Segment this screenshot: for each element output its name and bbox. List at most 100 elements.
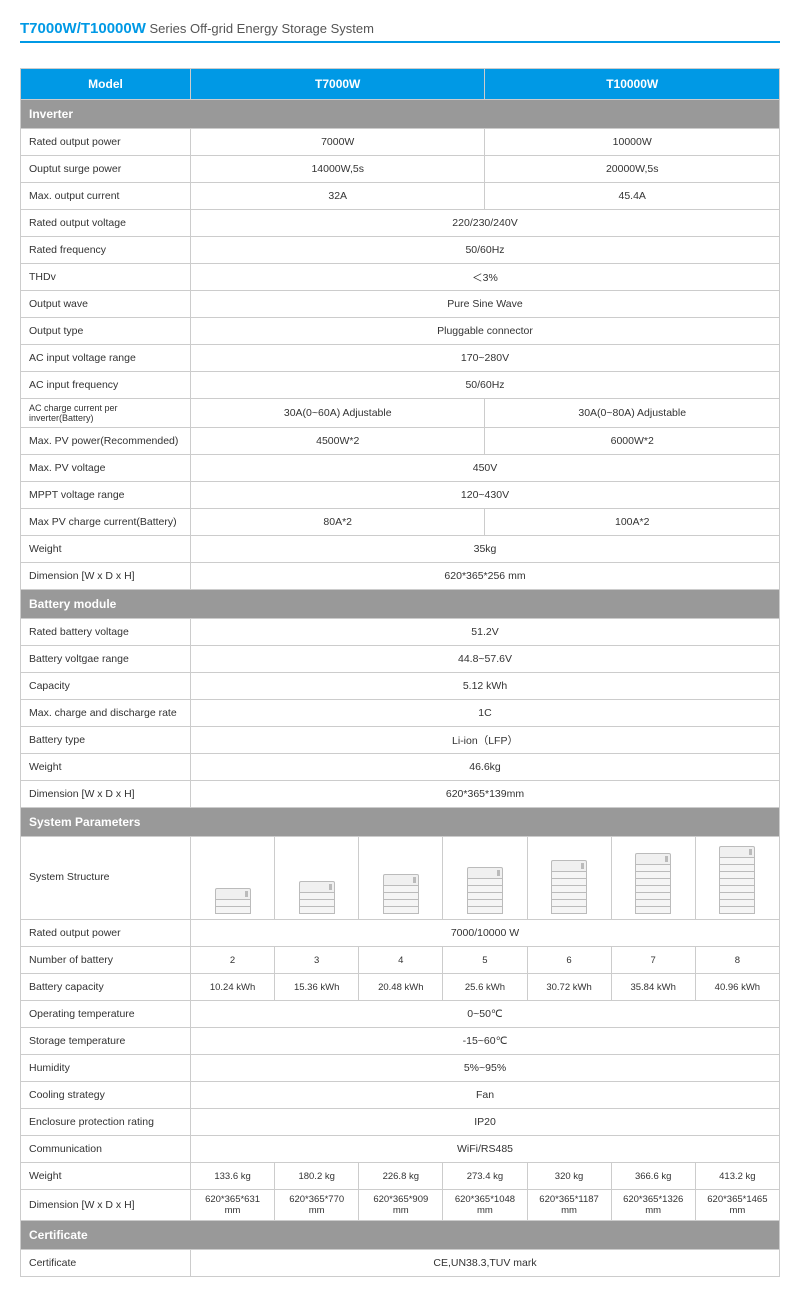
data-row: Ouptut surge power14000W,5s20000W,5s: [21, 156, 780, 183]
row-label: Weight: [21, 754, 191, 781]
row-value: 6: [527, 947, 611, 974]
row-value: 120~430V: [191, 482, 780, 509]
row-label: Storage temperature: [21, 1028, 191, 1055]
row-value-2: 6000W*2: [485, 428, 780, 455]
system-header-label: System Parameters: [21, 808, 780, 837]
row-label: Battery type: [21, 727, 191, 754]
system-structure-row: System Structure: [21, 837, 780, 920]
row-label: Rated output power: [21, 129, 191, 156]
row-label: THDv: [21, 264, 191, 291]
row-label: Ouptut surge power: [21, 156, 191, 183]
data-row: CertificateCE,UN38.3,TUV mark: [21, 1250, 780, 1277]
certificate-header: Certificate: [21, 1221, 780, 1250]
data-row: AC input voltage range170~280V: [21, 345, 780, 372]
row-value: 8: [695, 947, 779, 974]
model-header-label: Model: [21, 69, 191, 100]
row-value: 35.84 kWh: [611, 974, 695, 1001]
row-label: Max. charge and discharge rate: [21, 700, 191, 727]
system-header: System Parameters: [21, 808, 780, 837]
row-value: 620*365*1326 mm: [611, 1190, 695, 1221]
row-value: 46.6kg: [191, 754, 780, 781]
system-structure-cell: [359, 837, 443, 920]
row-label: Max. PV power(Recommended): [21, 428, 191, 455]
row-value: 40.96 kWh: [695, 974, 779, 1001]
row-value: 0~50℃: [191, 1001, 780, 1028]
system-structure-label: System Structure: [21, 837, 191, 920]
data-row: Capacity5.12 kWh: [21, 673, 780, 700]
data-row: Max. PV voltage450V: [21, 455, 780, 482]
row-label: Rated frequency: [21, 237, 191, 264]
inverter-header-label: Inverter: [21, 100, 780, 129]
inverter-header: Inverter: [21, 100, 780, 129]
row-label: AC input frequency: [21, 372, 191, 399]
row-value: 5.12 kWh: [191, 673, 780, 700]
row-value: 180.2 kg: [275, 1163, 359, 1190]
row-value-1: 80A*2: [191, 509, 485, 536]
row-value: 220/230/240V: [191, 210, 780, 237]
model-header-t10000: T10000W: [485, 69, 780, 100]
row-value-2: 30A(0~80A) Adjustable: [485, 399, 780, 428]
data-row: Number of battery2345678: [21, 947, 780, 974]
row-label: Capacity: [21, 673, 191, 700]
row-value: 1C: [191, 700, 780, 727]
title-model: T7000W/T10000W: [20, 20, 146, 37]
system-structure-cell: [443, 837, 527, 920]
data-row: Max. PV power(Recommended)4500W*26000W*2: [21, 428, 780, 455]
row-value: 620*365*1048 mm: [443, 1190, 527, 1221]
data-row: Dimension [W x D x H]620*365*256 mm: [21, 563, 780, 590]
row-value: Fan: [191, 1082, 780, 1109]
row-value: 3: [275, 947, 359, 974]
data-row: Rated output power7000/10000 W: [21, 920, 780, 947]
row-value-2: 20000W,5s: [485, 156, 780, 183]
row-label: Weight: [21, 536, 191, 563]
row-value: 30.72 kWh: [527, 974, 611, 1001]
row-label: Dimension [W x D x H]: [21, 563, 191, 590]
row-label: AC charge current per inverter(Battery): [21, 399, 191, 428]
page-title: T7000W/T10000W Series Off-grid Energy St…: [20, 20, 780, 43]
data-row: Dimension [W x D x H]620*365*139mm: [21, 781, 780, 808]
data-row: Enclosure protection ratingIP20: [21, 1109, 780, 1136]
row-value: 620*365*770 mm: [275, 1190, 359, 1221]
row-value: 20.48 kWh: [359, 974, 443, 1001]
row-value: 7000/10000 W: [191, 920, 780, 947]
stack-icon: [551, 860, 587, 913]
row-value: 273.4 kg: [443, 1163, 527, 1190]
data-row: Output wavePure Sine Wave: [21, 291, 780, 318]
row-value: Li-ion（LFP）: [191, 727, 780, 754]
row-value: WiFi/RS485: [191, 1136, 780, 1163]
row-value-1: 30A(0~60A) Adjustable: [191, 399, 485, 428]
data-row: Dimension [W x D x H]620*365*631 mm620*3…: [21, 1190, 780, 1221]
data-row: Output typePluggable connector: [21, 318, 780, 345]
row-label: Output wave: [21, 291, 191, 318]
row-value: 413.2 kg: [695, 1163, 779, 1190]
data-row: Rated frequency50/60Hz: [21, 237, 780, 264]
row-label: Operating temperature: [21, 1001, 191, 1028]
data-row: Cooling strategyFan: [21, 1082, 780, 1109]
certificate-header-label: Certificate: [21, 1221, 780, 1250]
row-value: 44.8~57.6V: [191, 646, 780, 673]
data-row: Rated output voltage220/230/240V: [21, 210, 780, 237]
system-structure-cell: [527, 837, 611, 920]
row-label: Cooling strategy: [21, 1082, 191, 1109]
row-value-1: 7000W: [191, 129, 485, 156]
row-value: 620*365*1465 mm: [695, 1190, 779, 1221]
data-row: AC charge current per inverter(Battery)3…: [21, 399, 780, 428]
row-value: 133.6 kg: [191, 1163, 275, 1190]
data-row: Operating temperature0~50℃: [21, 1001, 780, 1028]
title-series: Series Off-grid Energy Storage System: [146, 21, 374, 36]
row-label: Enclosure protection rating: [21, 1109, 191, 1136]
row-value: IP20: [191, 1109, 780, 1136]
row-value: 620*365*139mm: [191, 781, 780, 808]
row-value: 50/60Hz: [191, 237, 780, 264]
row-value: 50/60Hz: [191, 372, 780, 399]
data-row: Storage temperature-15~60℃: [21, 1028, 780, 1055]
row-value: 620*365*1187 mm: [527, 1190, 611, 1221]
data-row: Battery voltgae range44.8~57.6V: [21, 646, 780, 673]
data-row: Weight133.6 kg180.2 kg226.8 kg273.4 kg32…: [21, 1163, 780, 1190]
row-value: 226.8 kg: [359, 1163, 443, 1190]
data-row: Weight46.6kg: [21, 754, 780, 781]
row-value: 366.6 kg: [611, 1163, 695, 1190]
row-value-2: 100A*2: [485, 509, 780, 536]
data-row: MPPT voltage range120~430V: [21, 482, 780, 509]
data-row: Weight35kg: [21, 536, 780, 563]
